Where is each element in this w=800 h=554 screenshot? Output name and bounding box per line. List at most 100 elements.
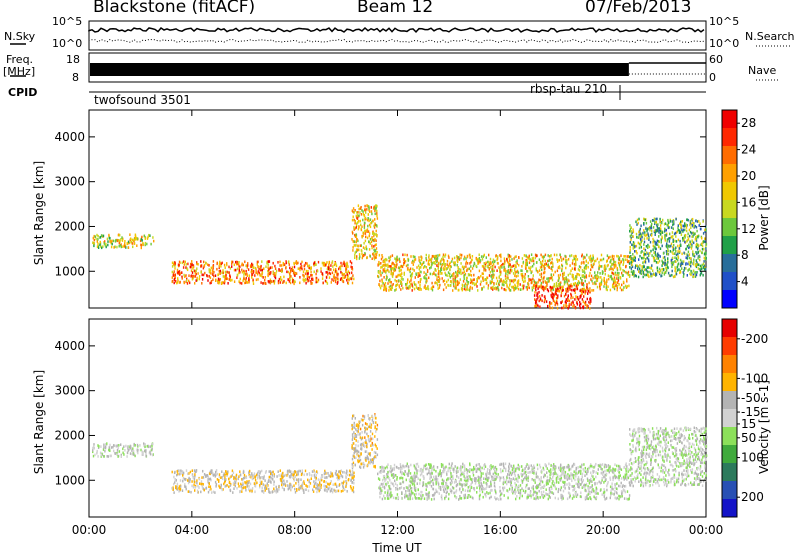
power-echo-cell (242, 279, 244, 283)
power-echo-cell (533, 286, 535, 289)
power-echo-cell (458, 258, 461, 261)
power-echo-cell (241, 282, 243, 285)
velocity-echo-cell (245, 481, 247, 485)
power-echo-cell (294, 272, 297, 275)
power-echo-cell (347, 277, 349, 281)
power-echo-cell (406, 253, 408, 257)
velocity-echo-cell (564, 486, 566, 489)
power-echo-cell (654, 229, 656, 233)
power-echo-cell (530, 253, 533, 256)
power-echo-cell (183, 263, 185, 266)
velocity-echo-cell (149, 452, 152, 456)
power-echo-cell (639, 264, 641, 267)
velocity-echo-cell (230, 475, 232, 478)
power-echo-cell (676, 230, 679, 233)
power-echo-cell (346, 263, 348, 266)
power-echo-cell (659, 247, 662, 250)
power-echo-cell (678, 231, 681, 234)
power-echo-cell (444, 263, 447, 266)
power-echo-cell (439, 272, 441, 275)
power-echo-cell (362, 210, 364, 213)
power-echo-cell (476, 279, 478, 283)
power-echo-cell (418, 288, 420, 291)
power-echo-cell (198, 277, 200, 281)
velocity-echo-cell (271, 474, 273, 477)
power-echo-cell (297, 261, 299, 265)
velocity-echo-cell (259, 485, 261, 489)
power-echo-cell (642, 256, 644, 260)
power-echo-cell (629, 241, 631, 244)
power-echo-cell (244, 281, 246, 285)
power-echo-cell (642, 275, 644, 279)
velocity-echo-cell (244, 486, 247, 489)
power-echo-cell (514, 270, 517, 274)
power-echo-cell (116, 245, 118, 249)
power-echo-cell (368, 223, 371, 227)
power-echo-cell (274, 264, 276, 268)
power-echo-cell (99, 243, 101, 247)
power-echo-cell (370, 240, 373, 244)
power-echo-cell (543, 288, 545, 292)
power-echo-cell (686, 253, 688, 256)
power-echo-cell (705, 247, 707, 250)
velocity-echo-cell (289, 484, 291, 487)
power-echo-region (628, 217, 708, 279)
power-echo-cell (490, 274, 492, 278)
power-echo-cell (528, 261, 531, 264)
velocity-echo-cell (180, 472, 182, 475)
power-echo-cell (366, 218, 369, 222)
power-echo-cell (455, 284, 457, 288)
velocity-echo-cell (346, 470, 349, 473)
power-echo-cell (556, 253, 558, 257)
power-echo-cell (288, 260, 290, 263)
power-echo-cell (289, 275, 291, 278)
power-echo-cell (535, 254, 538, 258)
velocity-echo-cell (146, 445, 148, 448)
velocity-echo-cell (383, 467, 385, 471)
power-echo-cell (354, 233, 356, 237)
velocity-echo-cell (269, 470, 272, 473)
power-echo-cell (428, 254, 430, 257)
power-echo-cell (647, 234, 650, 237)
power-echo-cell (352, 274, 354, 277)
velocity-echo-cell (194, 473, 196, 476)
power-echo-cell (231, 278, 233, 282)
velocity-echo-cell (352, 470, 354, 474)
velocity-echo-cell (115, 445, 118, 448)
velocity-echo-cell (194, 484, 197, 488)
velocity-echo-cell (369, 462, 371, 465)
power-echo-cell (561, 300, 563, 303)
velocity-echo-cell (176, 485, 178, 489)
power-echo-cell (619, 276, 621, 279)
power-echo-cell (594, 281, 596, 284)
power-echo-cell (438, 280, 440, 283)
power-echo-cell (585, 260, 587, 263)
power-echo-cell (375, 247, 378, 250)
power-echo-cell (412, 263, 414, 266)
power-echo-cell (633, 272, 635, 276)
power-echo-cell (696, 252, 698, 256)
velocity-echo-cell (359, 465, 361, 469)
power-echo-cell (686, 245, 689, 248)
power-echo-cell (363, 231, 365, 235)
power-echo-cell (660, 240, 662, 244)
power-echo-cell (544, 263, 547, 266)
power-echo-cell (133, 238, 135, 242)
velocity-echo-cell (225, 484, 227, 488)
velocity-echo-cell (97, 455, 99, 458)
velocity-echo-cell (205, 486, 208, 490)
power-echo-cell (353, 211, 355, 214)
velocity-echo-cell (354, 433, 356, 436)
power-echo-cell (124, 240, 126, 243)
power-echo-cell (542, 285, 544, 289)
power-echo-cell (674, 252, 676, 255)
power-ytick-label: 1000 (54, 264, 85, 278)
power-echo-cell (354, 235, 357, 238)
power-echo-cell (611, 277, 613, 281)
power-echo-cell (683, 260, 685, 263)
power-echo-cell (463, 257, 465, 261)
power-echo-cell (564, 254, 566, 258)
power-echo-cell (124, 245, 126, 248)
power-echo-cell (632, 272, 634, 276)
power-echo-cell (663, 222, 666, 226)
